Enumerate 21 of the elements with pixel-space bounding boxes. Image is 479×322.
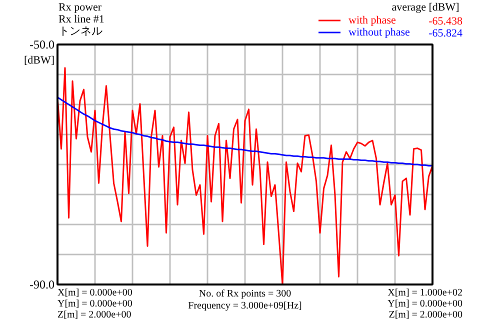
legend-title: average [dBW] <box>392 2 460 14</box>
legend-label: without phase <box>348 26 410 38</box>
y-tick-label: -90.0 <box>30 278 55 292</box>
text: X[m] = 1.000e+02 <box>388 288 463 298</box>
y-tick-label: -50.0 <box>30 38 55 52</box>
text: Y[m] = 0.000e+00 <box>388 298 463 310</box>
line-series <box>56 67 434 286</box>
chart-subtitle: Rx line #1 <box>58 14 104 26</box>
text: トンネル <box>58 26 102 38</box>
text: No. of Rx points = 300 <box>198 288 292 300</box>
text: Frequency = 3.000e+09[Hz] <box>188 300 302 312</box>
text: Y[m] = 0.000e+00 <box>58 298 132 310</box>
line-series <box>56 96 434 166</box>
chart-title: Rx power <box>58 2 102 14</box>
y-axis-title: [dBW] <box>24 54 54 66</box>
text: -65.824 <box>428 28 463 40</box>
text: Z[m] = 2.000e+00 <box>388 310 462 320</box>
text: X[m] = 0.000e+00 <box>58 288 132 298</box>
text: Z[m] = 2.000e+00 <box>58 310 132 320</box>
text: -65.438 <box>428 16 463 28</box>
legend-label: with phase <box>348 14 396 26</box>
